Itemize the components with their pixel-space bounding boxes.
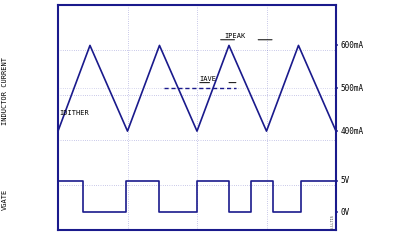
Text: 0V: 0V (340, 208, 350, 217)
Text: S-LLTIS: S-LLTIS (331, 214, 335, 229)
Text: 600mA: 600mA (340, 41, 363, 50)
Text: 500mA: 500mA (340, 84, 363, 93)
Text: IPEAK: IPEAK (225, 33, 246, 39)
Text: 400mA: 400mA (340, 127, 363, 136)
Text: 5V: 5V (340, 176, 350, 185)
Text: IAVE: IAVE (200, 76, 217, 82)
Text: IDITHER: IDITHER (59, 110, 89, 116)
Text: VGATE: VGATE (2, 189, 8, 210)
Text: INDUCTOR CURRENT: INDUCTOR CURRENT (2, 57, 8, 125)
